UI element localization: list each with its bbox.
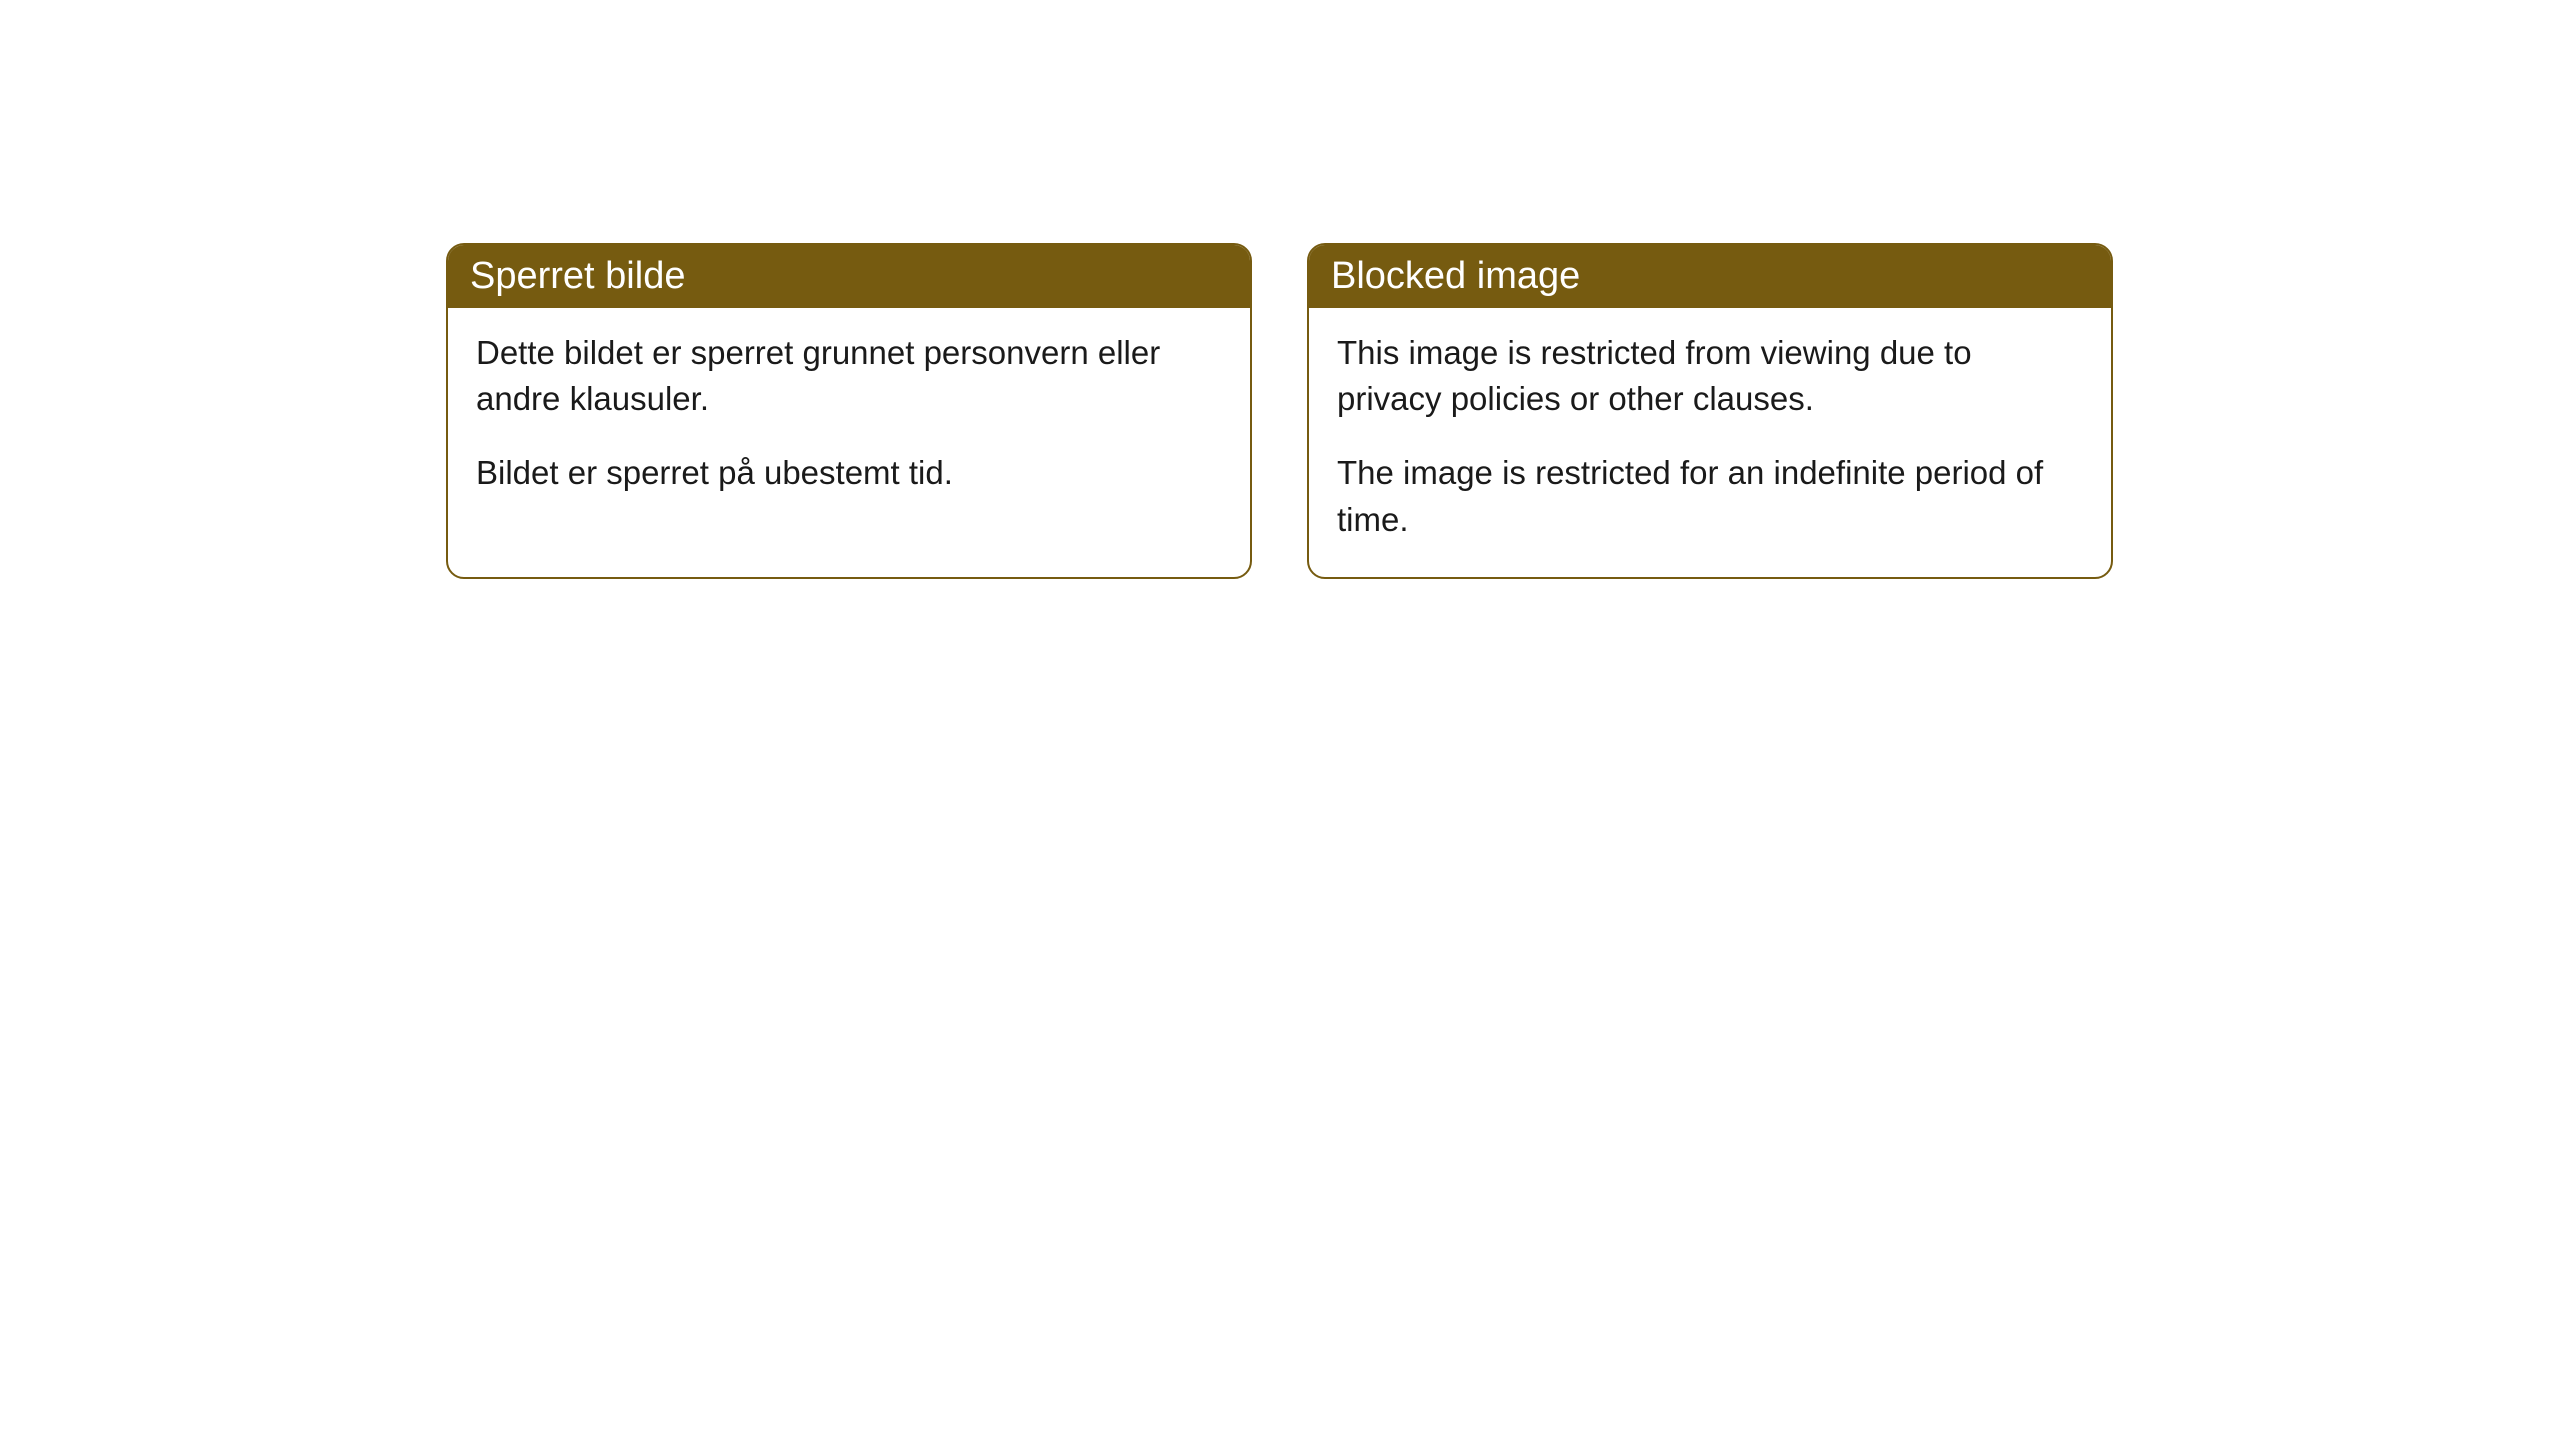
card-paragraph-1-norwegian: Dette bildet er sperret grunnet personve… [476, 330, 1222, 422]
card-title-norwegian: Sperret bilde [470, 255, 685, 297]
cards-container: Sperret bilde Dette bildet er sperret gr… [446, 243, 2113, 579]
card-body-norwegian: Dette bildet er sperret grunnet personve… [448, 308, 1250, 531]
card-header-english: Blocked image [1309, 245, 2111, 308]
card-norwegian: Sperret bilde Dette bildet er sperret gr… [446, 243, 1252, 579]
card-paragraph-2-norwegian: Bildet er sperret på ubestemt tid. [476, 450, 1222, 496]
card-paragraph-2-english: The image is restricted for an indefinit… [1337, 450, 2083, 542]
card-body-english: This image is restricted from viewing du… [1309, 308, 2111, 577]
card-title-english: Blocked image [1331, 255, 1580, 297]
card-english: Blocked image This image is restricted f… [1307, 243, 2113, 579]
card-paragraph-1-english: This image is restricted from viewing du… [1337, 330, 2083, 422]
card-header-norwegian: Sperret bilde [448, 245, 1250, 308]
